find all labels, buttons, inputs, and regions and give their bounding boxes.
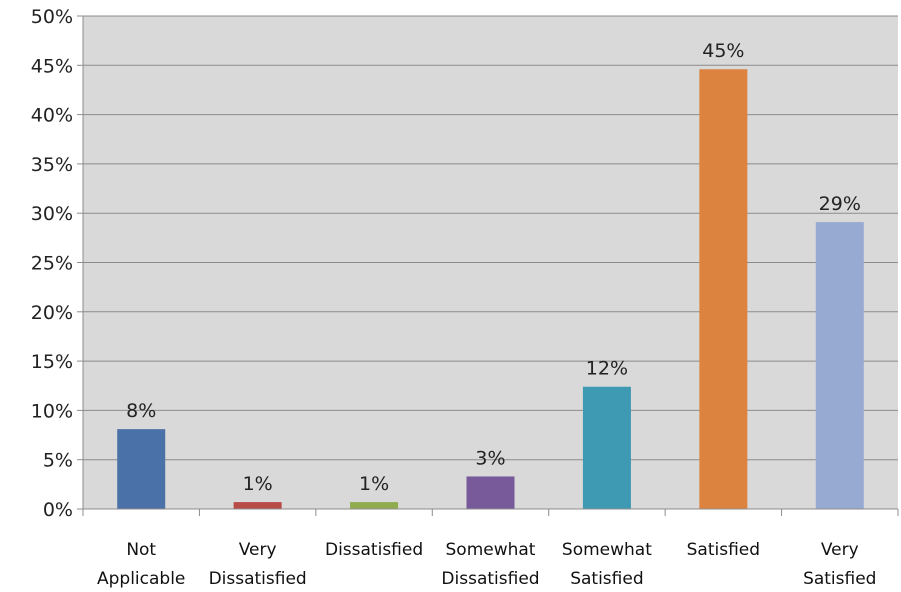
x-category-label: Satisfied [687, 540, 760, 560]
y-tick-label: 10% [31, 400, 73, 422]
x-category-label: Dissatisfied [325, 540, 423, 560]
x-category-label-line: Dissatisfied [209, 569, 307, 589]
y-tick-label: 35% [31, 154, 73, 176]
y-tick-label: 50% [31, 6, 73, 28]
x-category-label: Very Satisfied [803, 540, 876, 589]
y-tick-label: 45% [31, 55, 73, 77]
y-tick-label: 40% [31, 105, 73, 127]
x-category-label: Very Dissatisfied [209, 540, 307, 589]
x-category-label: Somewhat Dissatisfied [441, 540, 539, 589]
x-category-label: Not Applicable [97, 540, 185, 589]
data-label: 1% [359, 473, 389, 495]
x-category-label-line: Satisfied [570, 569, 643, 589]
x-category-label-line: Very [821, 540, 859, 560]
x-category-label-line: Somewhat [562, 540, 652, 560]
bar [582, 386, 631, 509]
x-category-label: Somewhat Satisfied [562, 540, 652, 589]
bar [117, 429, 166, 509]
data-label: 1% [243, 473, 273, 495]
data-label: 8% [126, 400, 156, 422]
x-category-label-line: Satisfied [687, 540, 760, 560]
bar [466, 476, 515, 509]
y-tick-label: 0% [43, 499, 73, 521]
x-category-label-line: Dissatisfied [441, 569, 539, 589]
data-label: 29% [819, 193, 861, 215]
x-category-label-line: Satisfied [803, 569, 876, 589]
data-label: 45% [702, 40, 744, 62]
bar [815, 222, 864, 509]
x-category-label-line: Very [239, 540, 277, 560]
x-category-label-line: Not [126, 540, 156, 560]
bar [233, 502, 282, 509]
x-category-label-line: Dissatisfied [325, 540, 423, 560]
x-category-label-line: Somewhat [446, 540, 536, 560]
y-tick-label: 30% [31, 203, 73, 225]
y-tick-label: 25% [31, 253, 73, 275]
data-label: 12% [586, 358, 628, 380]
y-tick-label: 20% [31, 302, 73, 324]
bar [350, 502, 399, 509]
bar [699, 69, 748, 509]
data-label: 3% [475, 447, 505, 469]
x-category-label-line: Applicable [97, 569, 185, 589]
y-tick-label: 5% [43, 450, 73, 472]
y-tick-label: 15% [31, 351, 73, 373]
